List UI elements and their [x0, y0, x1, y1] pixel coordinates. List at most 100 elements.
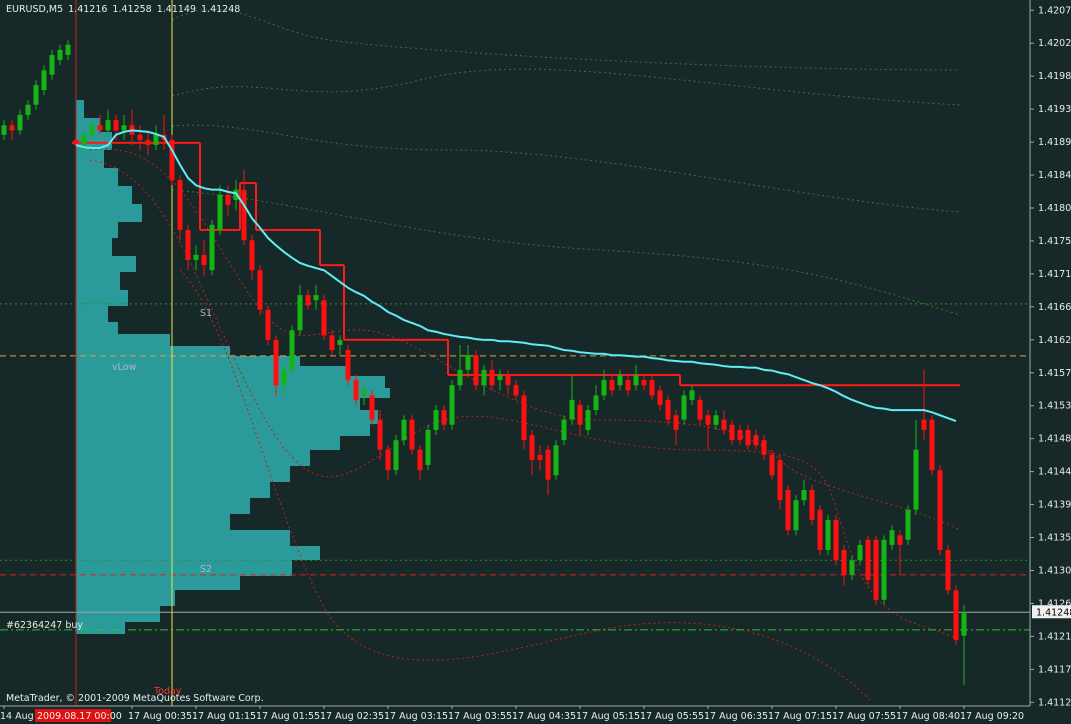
candle-body — [561, 419, 567, 441]
candle-body — [913, 449, 919, 510]
candle-body — [681, 395, 687, 420]
y-tick-label: 1.41710 — [1038, 269, 1071, 280]
candle-body — [89, 125, 95, 135]
band-line — [89, 159, 961, 641]
y-tick-label: 1.41305 — [1038, 566, 1071, 577]
candle-body — [433, 410, 439, 430]
candle-body — [305, 295, 311, 306]
x-tick-label: 17 Aug 03:15 — [384, 711, 448, 722]
candle-body — [209, 224, 215, 271]
candle-body — [1, 125, 7, 135]
y-tick-label: 1.41350 — [1038, 533, 1071, 544]
candle-body — [257, 270, 263, 310]
candle-body — [393, 440, 399, 471]
candle-body — [825, 519, 831, 551]
candle-body — [337, 339, 343, 345]
candle-body — [225, 194, 231, 206]
x-tick-label: 17 Aug 07:15 — [768, 711, 832, 722]
x-tick-label: 14 Aug 2009 — [0, 711, 61, 722]
candle-body — [769, 454, 775, 476]
candle-body — [73, 139, 79, 146]
candle-body — [185, 229, 191, 260]
band-line — [171, 124, 961, 213]
candle-body — [273, 339, 279, 386]
candle-body — [281, 369, 287, 386]
candle-body — [417, 449, 423, 471]
candle-body — [729, 424, 735, 441]
x-tick-label: 17 Aug 05:15 — [576, 711, 640, 722]
candle-body — [201, 254, 207, 266]
candle-body — [33, 84, 39, 105]
candle-body — [9, 125, 15, 131]
candle-body — [513, 385, 519, 396]
candle-body — [961, 612, 967, 636]
moving-average — [75, 129, 957, 423]
y-tick-label: 1.41485 — [1038, 434, 1071, 445]
candle-body — [929, 419, 935, 471]
x-tick-label: 17 Aug 04:35 — [512, 711, 576, 722]
candle-body — [369, 395, 375, 420]
y-tick-label: 1.41665 — [1038, 302, 1071, 313]
candle-body — [793, 500, 799, 531]
price-label: 1.41248 — [1036, 607, 1071, 618]
candle-body — [785, 489, 791, 531]
candle-body — [49, 54, 55, 75]
candle-body — [537, 454, 543, 460]
candle-body — [569, 399, 575, 420]
y-tick-label: 1.41755 — [1038, 236, 1071, 247]
candle-body — [65, 44, 71, 55]
axes: 1.42070 1.42025 1.41980 1.41935 1.41890 1.418… — [0, 5, 1071, 722]
candle-body — [833, 519, 839, 561]
candle-body — [937, 470, 943, 551]
candle-body — [649, 380, 655, 396]
candle-body — [113, 120, 119, 131]
candle-body — [697, 399, 703, 420]
candle-body — [457, 369, 463, 386]
candle-body — [737, 429, 743, 441]
x-tick-label: 17 Aug 05:55 — [640, 711, 704, 722]
candle-body — [665, 399, 671, 420]
candle-body — [97, 125, 103, 131]
x-tick-label: 17 Aug 06:35 — [704, 711, 768, 722]
label-s1: S1 — [200, 308, 212, 319]
y-tick-label: 1.41575 — [1038, 368, 1071, 379]
y-tick-label: 1.41125 — [1038, 697, 1071, 708]
candle-body — [921, 419, 927, 430]
candle-body — [577, 404, 583, 425]
header: EURUSD,M5 1.41216 1.41258 1.41149 1.41248 — [6, 4, 240, 15]
band-line — [89, 148, 961, 531]
candle-body — [657, 390, 663, 405]
candle-body — [633, 374, 639, 386]
candle-body — [809, 489, 815, 520]
y-tick-label: 1.41440 — [1038, 467, 1071, 478]
volume-profile — [76, 100, 390, 634]
candle-body — [865, 539, 871, 581]
candle-body — [673, 415, 679, 430]
y-tick-label: 1.41980 — [1038, 71, 1071, 82]
candle-body — [617, 374, 623, 386]
candle-body — [297, 295, 303, 331]
plot — [1, 40, 967, 685]
candle-body — [801, 489, 807, 501]
candle-body — [705, 415, 711, 425]
x-tick-label: 17 Aug 01:15 — [192, 711, 256, 722]
y-tick-label: 1.41395 — [1038, 500, 1071, 511]
candle-body — [489, 369, 495, 386]
candle-body — [593, 395, 599, 411]
band-line — [171, 68, 961, 106]
candle-body — [153, 134, 159, 146]
candle-body — [481, 369, 487, 386]
candle-body — [753, 435, 759, 446]
candle-body — [321, 300, 327, 336]
candle-body — [385, 449, 391, 471]
candle-body — [289, 330, 295, 370]
label-vlow: vLow — [112, 362, 137, 373]
candle-body — [689, 390, 695, 400]
candle-body — [889, 530, 895, 545]
candle-body — [777, 459, 783, 501]
price-box — [1032, 605, 1071, 619]
x-tick-label: 17 Aug 09:20 — [960, 711, 1024, 722]
last-close: 1.41248 — [201, 4, 240, 15]
candle-body — [313, 295, 319, 301]
y-tick-label: 1.41170 — [1038, 664, 1071, 675]
